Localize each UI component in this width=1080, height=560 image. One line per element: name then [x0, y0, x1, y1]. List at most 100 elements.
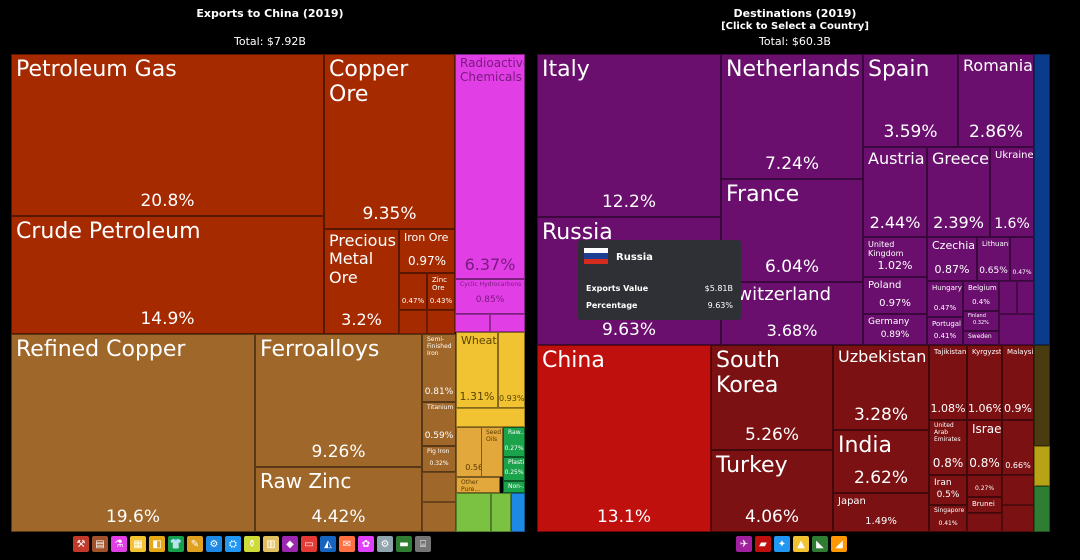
- destinations-tile-ukraine[interactable]: Ukraine 1.6%: [990, 147, 1034, 237]
- exports-tile-non[interactable]: Non-...: [503, 481, 525, 493]
- chemical-products-icon[interactable]: ⚗: [111, 536, 127, 552]
- europe-icon[interactable]: ✈: [736, 536, 752, 552]
- destinations-tile-tajikistan[interactable]: Tajikistan 1.08%: [929, 345, 967, 420]
- destinations-small-tile[interactable]: [1002, 475, 1034, 505]
- exports-tile-zinc-ore[interactable]: Zinc Ore 0.43%: [427, 273, 455, 310]
- exports-tile-crude-petroleum[interactable]: Crude Petroleum 14.9%: [11, 216, 324, 334]
- south-america-icon[interactable]: ◣: [812, 536, 828, 552]
- destinations-tile-malaysia[interactable]: Malaysia 0.9%: [1002, 345, 1034, 420]
- exports-tile-other-pure[interactable]: Other Pure...: [456, 477, 500, 493]
- destinations-tile-belgium[interactable]: Belgium 0.4%: [963, 281, 999, 311]
- oceania-icon[interactable]: ◢: [831, 536, 847, 552]
- destinations-small-tile[interactable]: [999, 281, 1017, 314]
- exports-tile-iron-ore[interactable]: Iron Ore 0.97%: [399, 229, 455, 273]
- destinations-tile-japan[interactable]: Japan 1.49%: [833, 493, 929, 532]
- destinations-small-tile[interactable]: [999, 314, 1034, 345]
- exports-tile-unlabeled-5[interactable]: 0.47%: [399, 273, 427, 310]
- exports-small-tile[interactable]: [427, 310, 455, 334]
- destinations-small-tile[interactable]: [1034, 446, 1050, 486]
- destinations-tile-spain[interactable]: Spain 3.59%: [863, 54, 958, 147]
- textiles-icon[interactable]: 👕: [168, 536, 184, 552]
- destinations-tile-czechia[interactable]: Czechia 0.87%: [927, 237, 977, 281]
- metals-icon[interactable]: ⛭: [225, 536, 241, 552]
- exports-tile-radioactive-chemicals[interactable]: Radioactive Chemicals 6.37%: [455, 54, 525, 279]
- destinations-tile-israel[interactable]: Israel 0.8%: [967, 420, 1002, 475]
- exports-small-tile[interactable]: [491, 493, 511, 532]
- transportation-icon[interactable]: ▬: [396, 536, 412, 552]
- machines-icon[interactable]: ⚙: [206, 536, 222, 552]
- exports-tile-pig-iron[interactable]: Pig Iron 0.32%: [422, 446, 456, 472]
- exports-tile-cyclic-hydrocarbons[interactable]: Cyclic Hydrocarbons 0.85%: [455, 279, 525, 314]
- weapons-icon[interactable]: ⚙: [377, 536, 393, 552]
- destinations-small-tile[interactable]: [1034, 486, 1050, 532]
- destinations-tile-portugal[interactable]: Portugal 0.41%: [927, 317, 963, 345]
- precious-metals-icon[interactable]: ◆: [282, 536, 298, 552]
- exports-small-tile[interactable]: [456, 408, 525, 427]
- destinations-tile-finland[interactable]: Finland 0.32%: [963, 311, 999, 331]
- miscellaneous-icon[interactable]: ▥: [263, 536, 279, 552]
- destinations-tile-south-korea[interactable]: South Korea 5.26%: [711, 345, 833, 450]
- exports-small-tile[interactable]: [490, 314, 525, 332]
- destinations-tile-romania[interactable]: Romania 2.86%: [958, 54, 1034, 147]
- destinations-tile-iran[interactable]: Iran 0.5%: [929, 475, 967, 505]
- wood-products-icon[interactable]: ⌸: [415, 536, 431, 552]
- exports-tile-unlabeled-16[interactable]: 0.93%: [498, 332, 525, 408]
- mineral-products-icon[interactable]: ⚱: [244, 536, 260, 552]
- destinations-tile-hungary[interactable]: Hungary 0.47%: [927, 281, 963, 317]
- exports-tile-copper-ore[interactable]: Copper Ore 9.35%: [324, 54, 455, 229]
- stone-glass-icon[interactable]: ◭: [320, 536, 336, 552]
- destinations-tile-china[interactable]: China 13.1%: [537, 345, 711, 532]
- destinations-small-tile[interactable]: [1002, 505, 1034, 532]
- exports-tile-ferroalloys[interactable]: Ferroalloys 9.26%: [255, 334, 422, 467]
- exports-tile-titanium[interactable]: Titanium 0.59%: [422, 402, 456, 446]
- destinations-tile-switzerland[interactable]: Switzerland 3.68%: [721, 282, 863, 345]
- destinations-tile-united-kingdom[interactable]: United Kingdom 1.02%: [863, 237, 927, 277]
- vegetable-products-icon[interactable]: ✿: [358, 536, 374, 552]
- exports-tile-semi-finished-iron[interactable]: Semi-Finished Iron 0.81%: [422, 334, 456, 402]
- destinations-tile-sweden[interactable]: Sweden: [963, 331, 999, 345]
- exports-tile-precious-metal-ore[interactable]: Precious Metal Ore 3.2%: [324, 229, 399, 334]
- asia-icon[interactable]: ▰: [755, 536, 771, 552]
- animal-products-icon[interactable]: ▤: [92, 536, 108, 552]
- destinations-tile-kyrgyzstan[interactable]: Kyrgyzstan 1.06%: [967, 345, 1002, 420]
- exports-tile-seed-oils[interactable]: Seed Oils: [481, 427, 503, 477]
- destinations-small-tile[interactable]: [1017, 281, 1034, 314]
- region-legend[interactable]: ✈ ▰ ✦ ▲ ◣ ◢: [736, 536, 847, 556]
- destinations-tile-netherlands[interactable]: Netherlands 7.24%: [721, 54, 863, 179]
- destinations-small-tile[interactable]: [967, 513, 1002, 532]
- destinations-tile-unlabeled-13[interactable]: 0.47%: [1010, 237, 1034, 281]
- destinations-small-tile[interactable]: [1034, 345, 1050, 446]
- destinations-tile-turkey[interactable]: Turkey 4.06%: [711, 450, 833, 532]
- destinations-tile-austria[interactable]: Austria 2.44%: [863, 147, 927, 237]
- destinations-tile-singapore[interactable]: Singapore 0.41%: [929, 505, 967, 532]
- plastics-icon[interactable]: ▭: [301, 536, 317, 552]
- exports-small-tile[interactable]: [422, 502, 456, 532]
- africa-icon[interactable]: ▲: [793, 536, 809, 552]
- exports-small-tile[interactable]: [422, 472, 456, 502]
- destinations-tile-united-arab-emirates[interactable]: United Arab Emirates 0.8%: [929, 420, 967, 475]
- destinations-small-tile[interactable]: [1034, 54, 1050, 345]
- destinations-tile-germany[interactable]: Germany 0.89%: [863, 314, 927, 345]
- exports-small-tile[interactable]: [511, 493, 525, 532]
- destinations-tile-italy[interactable]: Italy 12.2%: [537, 54, 721, 217]
- destinations-tile-france[interactable]: France 6.04%: [721, 179, 863, 282]
- north-america-icon[interactable]: ✦: [774, 536, 790, 552]
- paper-goods-icon[interactable]: ✉: [339, 536, 355, 552]
- exports-tile-plastic[interactable]: Plastic... 0.25%: [503, 457, 525, 481]
- exports-tile-petroleum-gas[interactable]: Petroleum Gas 20.8%: [11, 54, 324, 216]
- destinations-tile-unlabeled-32[interactable]: 0.66%: [1002, 420, 1034, 475]
- exports-tile-wheat[interactable]: Wheat 1.31%: [456, 332, 498, 408]
- destinations-tile-lithuania[interactable]: Lithuania 0.65%: [977, 237, 1010, 281]
- exports-small-tile[interactable]: [455, 314, 490, 332]
- instruments-icon[interactable]: ✎: [187, 536, 203, 552]
- destinations-tile-uzbekistan[interactable]: Uzbekistan 3.28%: [833, 345, 929, 430]
- exports-tile-refined-copper[interactable]: Refined Copper 19.6%: [11, 334, 255, 532]
- exports-tile-raw-zinc[interactable]: Raw Zinc 4.42%: [255, 467, 422, 532]
- destinations-tile-unlabeled-34[interactable]: 0.27%: [967, 475, 1002, 497]
- footwear-icon[interactable]: ◧: [149, 536, 165, 552]
- exports-small-tile[interactable]: [399, 310, 427, 334]
- foodstuffs-icon[interactable]: ▦: [130, 536, 146, 552]
- product-legend[interactable]: ⚒ ▤ ⚗ ▦ ◧ 👕 ✎ ⚙ ⛭ ⚱ ▥ ◆ ▭ ◭ ✉ ✿ ⚙ ▬ ⌸: [73, 536, 431, 556]
- right-chart-subtitle[interactable]: [Click to Select a Country]: [721, 21, 869, 32]
- exports-small-tile[interactable]: [456, 493, 491, 532]
